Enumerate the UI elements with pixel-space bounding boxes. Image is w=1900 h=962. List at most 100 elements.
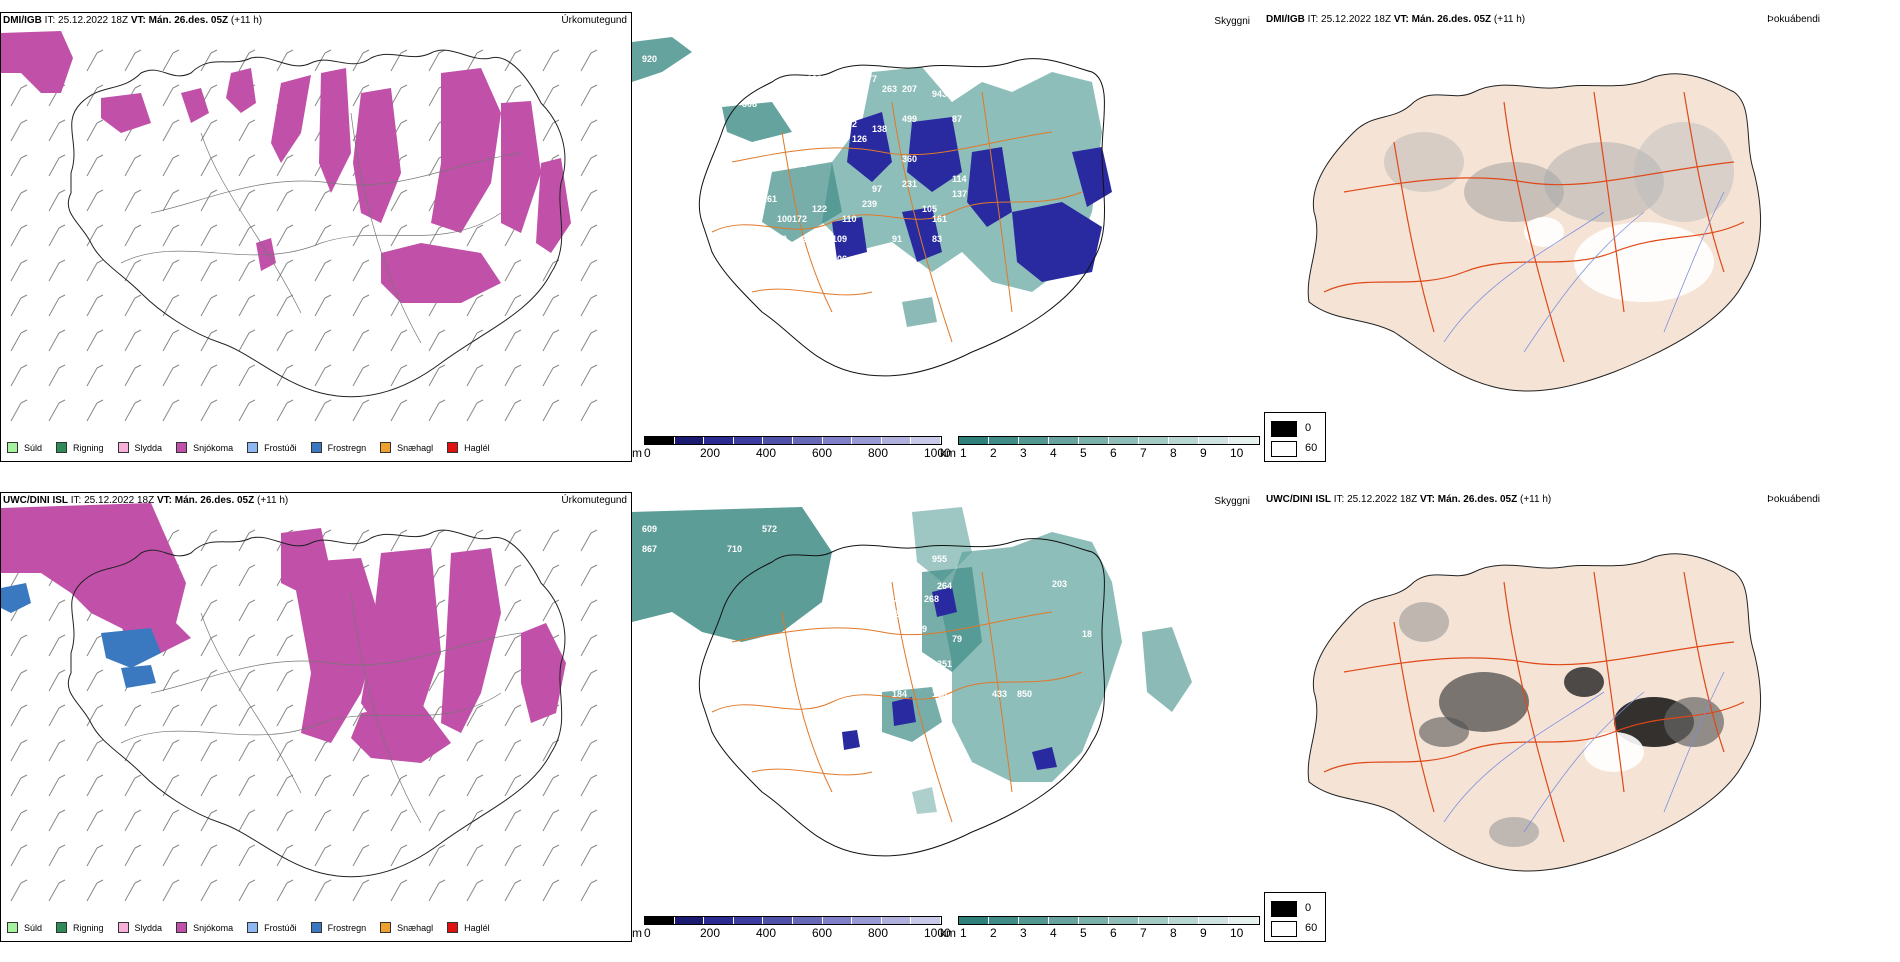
cloud-colorbar: [644, 436, 942, 445]
scale-tick: 6: [1110, 446, 1117, 460]
colorbar-segment: [1109, 437, 1139, 444]
vt-value: Mán. 26.des. 05Z: [148, 15, 229, 26]
visibility-value: 133: [932, 689, 947, 699]
precip-legend-item: Snæhagl: [380, 442, 433, 453]
visibility-value: 138: [872, 124, 887, 134]
visibility-value: 955: [932, 554, 947, 564]
colorbar-segment: [1169, 917, 1199, 924]
legend-label: Súld: [24, 442, 43, 453]
scale-tick: 600: [812, 926, 833, 940]
precip-legend-item: Frostregn: [310, 922, 366, 933]
colorbar-segment: [792, 917, 823, 924]
colorbar-segment: [1079, 437, 1109, 444]
colorbar-segment: [1139, 917, 1169, 924]
visibility-value: 347: [892, 559, 907, 569]
vt-label: VT:: [1419, 494, 1435, 505]
colorbar-segment: [1049, 437, 1079, 444]
visibility-value: 105: [922, 204, 937, 214]
it-label: IT:: [44, 15, 56, 26]
legend-label: Slydda: [134, 922, 163, 933]
row-1-precip-header: DMI/IGB IT: 25.12.2022 18Z VT: Mán. 26.d…: [3, 15, 262, 26]
it-value: 25.12.2022 18Z: [58, 15, 129, 26]
legend-swatch: [117, 922, 129, 933]
colorbar-segment: [989, 437, 1019, 444]
legend-label: Rigning: [73, 922, 104, 933]
precip-legend: Súld Rigning Slydda Snjókoma Frostúði Frostre…: [7, 922, 504, 933]
precip-legend-item: Haglél: [447, 922, 490, 933]
visibility-value: 477: [862, 74, 877, 84]
scale-tick: 400: [756, 926, 777, 940]
scale-tick: 7: [1140, 446, 1147, 460]
scale-tick: 1: [960, 926, 967, 940]
fog-swatch-white: [1271, 441, 1297, 457]
vis-colorbar: [958, 436, 1260, 445]
visibility-value: 200: [872, 264, 887, 274]
visibility-value: 279: [722, 94, 737, 104]
fog-rivers: [1443, 191, 1725, 353]
precip-legend-item: Frostregn: [310, 442, 366, 453]
it-value: 25.12.2022 18Z: [1347, 494, 1418, 505]
scale-tick: 2: [990, 446, 997, 460]
visibility-value: 242: [802, 234, 817, 244]
scale-tick: 400: [756, 446, 777, 460]
scale-tick: 9: [1200, 446, 1207, 460]
visibility-value: 231: [902, 179, 917, 189]
snow-areas: [1, 31, 571, 303]
lead-time: (+11 h): [230, 15, 263, 26]
row-2-vis-scale: km 1 2 3 4 5 6 7 8 9 10: [940, 916, 1260, 940]
scale-tick: 800: [868, 446, 889, 460]
visibility-value: 87: [952, 114, 962, 124]
colorbar-segment: [704, 917, 734, 924]
precip-title: Úrkomutegund: [561, 15, 627, 26]
visibility-value: 320: [894, 594, 909, 604]
row-1-cloud-scale: m 0 200 400 600 800 1000: [632, 436, 951, 460]
visibility-value: 97: [872, 184, 882, 194]
cloud-map-1: 963 920 508 277 279 308 442 298 328 477 263 207 943 9…: [632, 24, 1112, 377]
visibility-value: 963: [662, 24, 677, 34]
visibility-value: 184: [892, 689, 907, 699]
fog-tick-high: 60: [1305, 442, 1318, 454]
scale-tick: 10: [1230, 926, 1244, 940]
row-2-precip-panel: UWC/DINI ISL IT: 25.12.2022 18Z VT: Mán.…: [0, 492, 632, 942]
colorbar-segment: [645, 437, 675, 444]
legend-label: Frostúði: [264, 922, 297, 933]
vis-ticks: km 1 2 3 4 5 6 7 8 9 10: [940, 446, 1260, 460]
colorbar-segment: [674, 917, 705, 924]
colorbar-segment: [822, 917, 853, 924]
visibility-value: 100: [777, 214, 792, 224]
scale-tick: 200: [700, 926, 721, 940]
visibility-value: 90: [727, 234, 737, 244]
freezing-rain-areas: [1, 583, 161, 688]
visibility-value: 203: [1052, 579, 1067, 589]
visibility-value: 159: [912, 624, 927, 634]
cloud-title: Skyggni: [1214, 16, 1250, 27]
visibility-value: 850: [1017, 689, 1032, 699]
row-1-fog-header: DMI/IGB IT: 25.12.2022 18Z VT: Mán. 26.d…: [1266, 14, 1525, 25]
legend-label: Snjókoma: [193, 922, 234, 933]
legend-swatch: [176, 442, 188, 453]
lead-time: (+11 h): [1520, 494, 1552, 505]
scale-unit: km: [940, 446, 956, 460]
row-2-cloud-scale: m 0 200 400 600 800 1000: [632, 916, 951, 940]
visibility-value: 204: [894, 574, 909, 584]
precip-legend-item: Snjókoma: [176, 922, 233, 933]
colorbar-segment: [881, 917, 912, 924]
colorbar-segment: [674, 437, 705, 444]
colorbar-segment: [881, 437, 912, 444]
cloud-colorbar: [644, 916, 942, 925]
colorbar-segment: [1079, 917, 1109, 924]
scale-tick: 5: [1080, 446, 1087, 460]
visibility-value: 298: [807, 74, 822, 84]
precip-legend-item: Súld: [7, 922, 42, 933]
iceland-coastline: [698, 58, 1105, 377]
precip-legend-item: Snæhagl: [380, 922, 433, 933]
vis-colorbar: [958, 916, 1260, 925]
scale-unit: m: [632, 926, 642, 940]
row-1-fog-panel: DMI/IGB IT: 25.12.2022 18Z VT: Mán. 26.d…: [1264, 12, 1900, 462]
visibility-value: 122: [812, 204, 827, 214]
row-2-precip-header: UWC/DINI ISL IT: 25.12.2022 18Z VT: Mán.…: [3, 495, 288, 506]
visibility-value: 239: [862, 199, 877, 209]
scale-tick: 6: [1110, 926, 1117, 940]
visibility-value: 572: [762, 524, 777, 534]
